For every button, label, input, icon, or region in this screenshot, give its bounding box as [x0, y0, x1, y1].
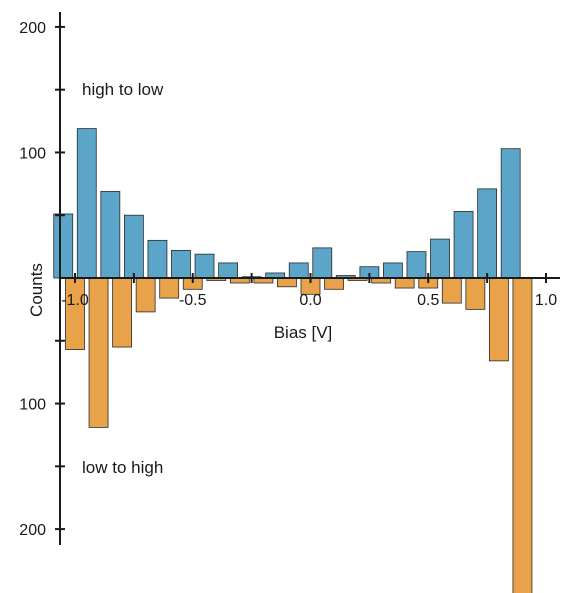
bar-high-to-low-7: [218, 262, 238, 279]
x-tick-label-2: 0.0: [299, 292, 321, 309]
bar-low-to-high-18: [488, 277, 509, 362]
bar-high-to-low-4: [147, 239, 168, 279]
y-tick-label-2: 100: [19, 397, 46, 414]
bar-high-to-low-16: [430, 238, 450, 279]
bar-low-to-high-17: [465, 277, 486, 310]
y-tick-label-0: 200: [19, 20, 46, 37]
bar-high-to-low-1: [76, 128, 97, 279]
bar-low-to-high-16: [441, 277, 462, 304]
labels-group: high to low low to high Bias [V] Counts …: [19, 20, 557, 539]
bar-low-to-high-3: [135, 277, 156, 313]
bars-group: [53, 128, 533, 593]
y-axis-title: Counts: [27, 263, 46, 317]
bar-low-to-high-14: [394, 277, 415, 289]
bar-high-to-low-11: [312, 247, 333, 279]
x-tick-label-3: 0.5: [417, 292, 439, 309]
x-tick-label-0: -1.0: [61, 292, 89, 309]
axes-group: [55, 12, 560, 545]
bar-high-to-low-19: [500, 148, 521, 279]
annotation-high-to-low: high to low: [82, 80, 164, 99]
bar-high-to-low-18: [477, 188, 498, 279]
x-axis-title: Bias [V]: [274, 323, 333, 342]
y-tick-label-1: 100: [19, 145, 46, 162]
bar-high-to-low-0: [53, 213, 74, 279]
annotation-low-to-high: low to high: [82, 458, 163, 477]
bar-low-to-high-2: [112, 277, 132, 348]
bar-high-to-low-3: [123, 214, 144, 279]
bar-high-to-low-17: [453, 211, 474, 279]
bar-low-to-high-4: [159, 277, 180, 299]
bar-low-to-high-0: [65, 277, 85, 350]
bar-high-to-low-14: [383, 262, 403, 279]
bar-high-to-low-5: [171, 249, 191, 279]
bar-low-to-high-1: [88, 277, 109, 428]
bar-low-to-high-11: [324, 277, 344, 290]
x-tick-label-1: -0.5: [179, 292, 207, 309]
bar-low-to-high-19: [512, 277, 533, 593]
x-tick-label-4: 1.0: [535, 292, 557, 309]
bar-high-to-low-2: [100, 190, 121, 279]
bar-high-to-low-10: [288, 262, 309, 279]
y-tick-label-3: 200: [19, 522, 46, 539]
bar-high-to-low-15: [406, 251, 427, 279]
bar-low-to-high-9: [277, 277, 297, 288]
bar-high-to-low-6: [194, 253, 215, 279]
